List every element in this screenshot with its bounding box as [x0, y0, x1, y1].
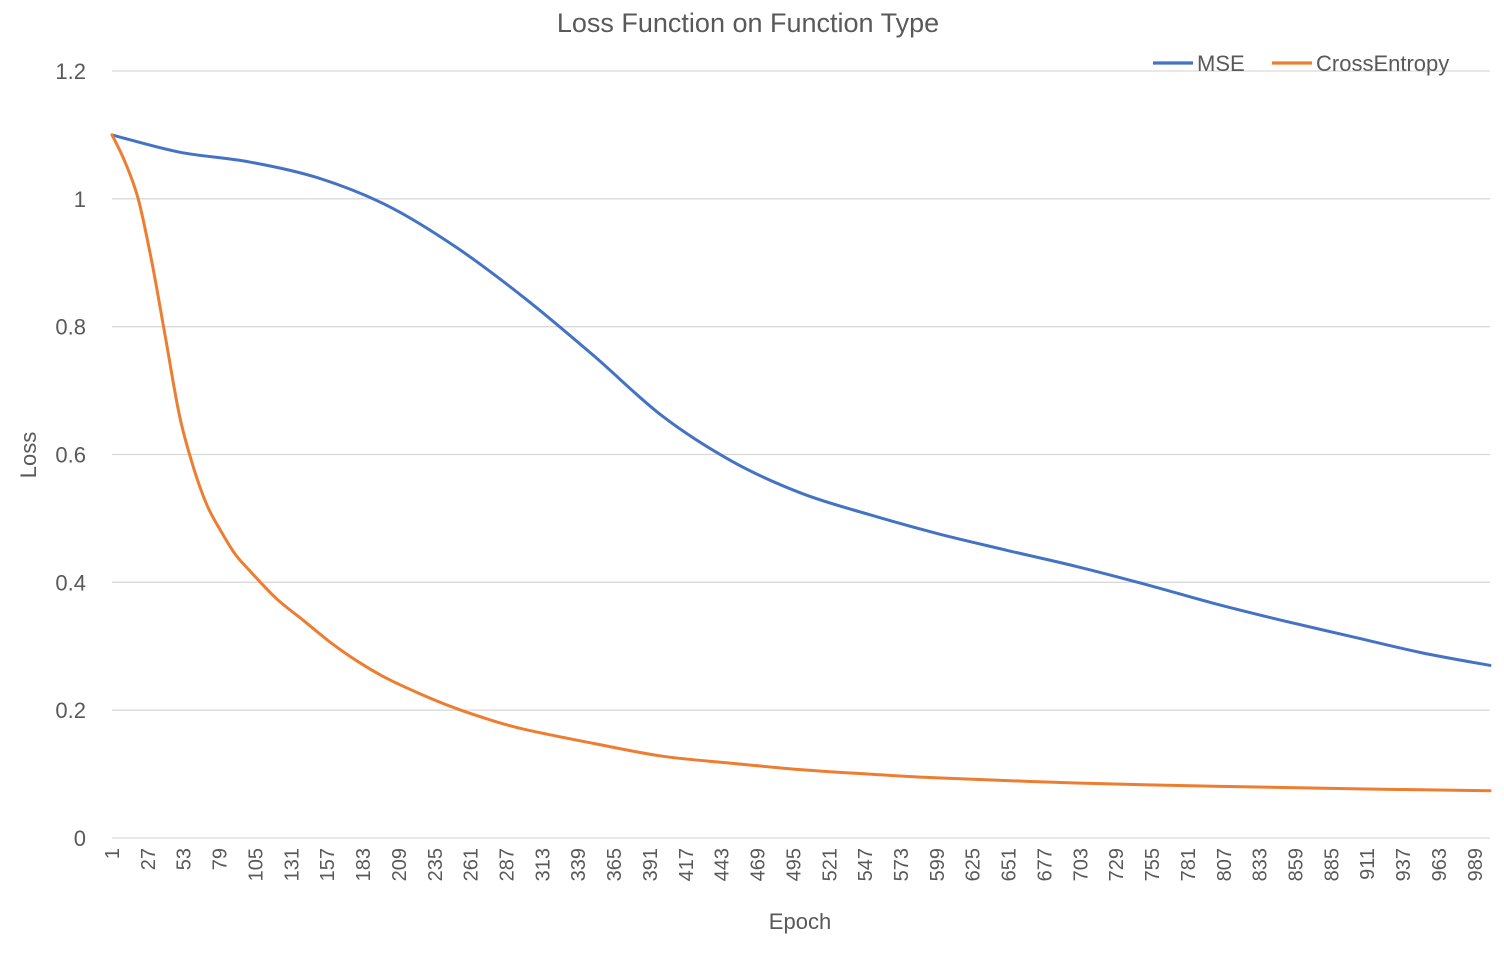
x-tick-label: 27 [138, 848, 160, 870]
x-tick-label: 105 [245, 848, 267, 881]
x-tick-label: 313 [532, 848, 554, 881]
x-tick-label: 235 [425, 848, 447, 881]
x-tick-label: 79 [210, 848, 232, 870]
x-tick-label: 963 [1429, 848, 1451, 881]
x-tick-label: 183 [353, 848, 375, 881]
x-axis-title: Epoch [769, 909, 831, 934]
x-tick-label: 729 [1106, 848, 1128, 881]
x-tick-label: 833 [1250, 848, 1272, 881]
chart-title: Loss Function on Function Type [557, 8, 939, 38]
x-tick-label: 391 [640, 848, 662, 881]
x-tick-label: 625 [963, 848, 985, 881]
legend: MSE CrossEntropy [1153, 51, 1449, 76]
x-tick-label: 417 [676, 848, 698, 881]
y-tick-label: 0.2 [55, 698, 86, 723]
y-tick-label: 0.6 [55, 443, 86, 468]
x-tick-label: 573 [891, 848, 913, 881]
x-tick-label: 209 [389, 848, 411, 881]
x-tick-label: 339 [568, 848, 590, 881]
x-tick-label: 911 [1357, 848, 1379, 880]
x-tick-label: 365 [604, 848, 626, 881]
x-tick-label: 807 [1214, 848, 1236, 881]
series-lines [110, 133, 1492, 793]
x-tick-label: 885 [1321, 848, 1343, 881]
y-axis-ticks: 0 0.2 0.4 0.6 0.8 1 1.2 [55, 59, 86, 851]
x-tick-label: 651 [999, 848, 1021, 881]
x-tick-label: 677 [1034, 848, 1056, 881]
gridlines [112, 70, 1490, 839]
y-tick-label: 0.4 [55, 570, 86, 595]
x-tick-label: 937 [1393, 848, 1415, 881]
x-tick-label: 781 [1178, 848, 1200, 881]
x-tick-label: 131 [281, 848, 303, 881]
x-tick-label: 261 [461, 848, 483, 881]
series-line-mse [110, 133, 1492, 667]
x-tick-label: 443 [712, 848, 734, 881]
x-tick-label: 53 [174, 848, 196, 870]
series-line-crossentropy [110, 133, 1492, 793]
y-tick-label: 1.2 [55, 59, 86, 84]
x-tick-label: 703 [1070, 848, 1092, 881]
x-tick-label: 755 [1142, 848, 1164, 881]
x-tick-label: 495 [783, 848, 805, 881]
x-tick-label: 157 [317, 848, 339, 881]
y-axis-title: Loss [16, 432, 41, 478]
x-tick-label: 287 [497, 848, 519, 881]
legend-label: MSE [1197, 51, 1245, 76]
legend-label: CrossEntropy [1316, 51, 1449, 76]
x-axis-ticks: 1 27 53 79 105 131 157 183 209 235 261 287 313 339 365… [102, 848, 1487, 881]
x-tick-label: 599 [927, 848, 949, 881]
x-tick-label: 989 [1465, 848, 1487, 881]
x-tick-label: 521 [819, 848, 841, 881]
x-tick-label: 859 [1286, 848, 1308, 881]
y-tick-label: 0.8 [55, 315, 86, 340]
x-tick-label: 547 [855, 848, 877, 881]
x-tick-label: 1 [102, 848, 124, 859]
y-tick-label: 1 [74, 187, 86, 212]
y-tick-label: 0 [74, 826, 86, 851]
x-tick-label: 469 [748, 848, 770, 881]
